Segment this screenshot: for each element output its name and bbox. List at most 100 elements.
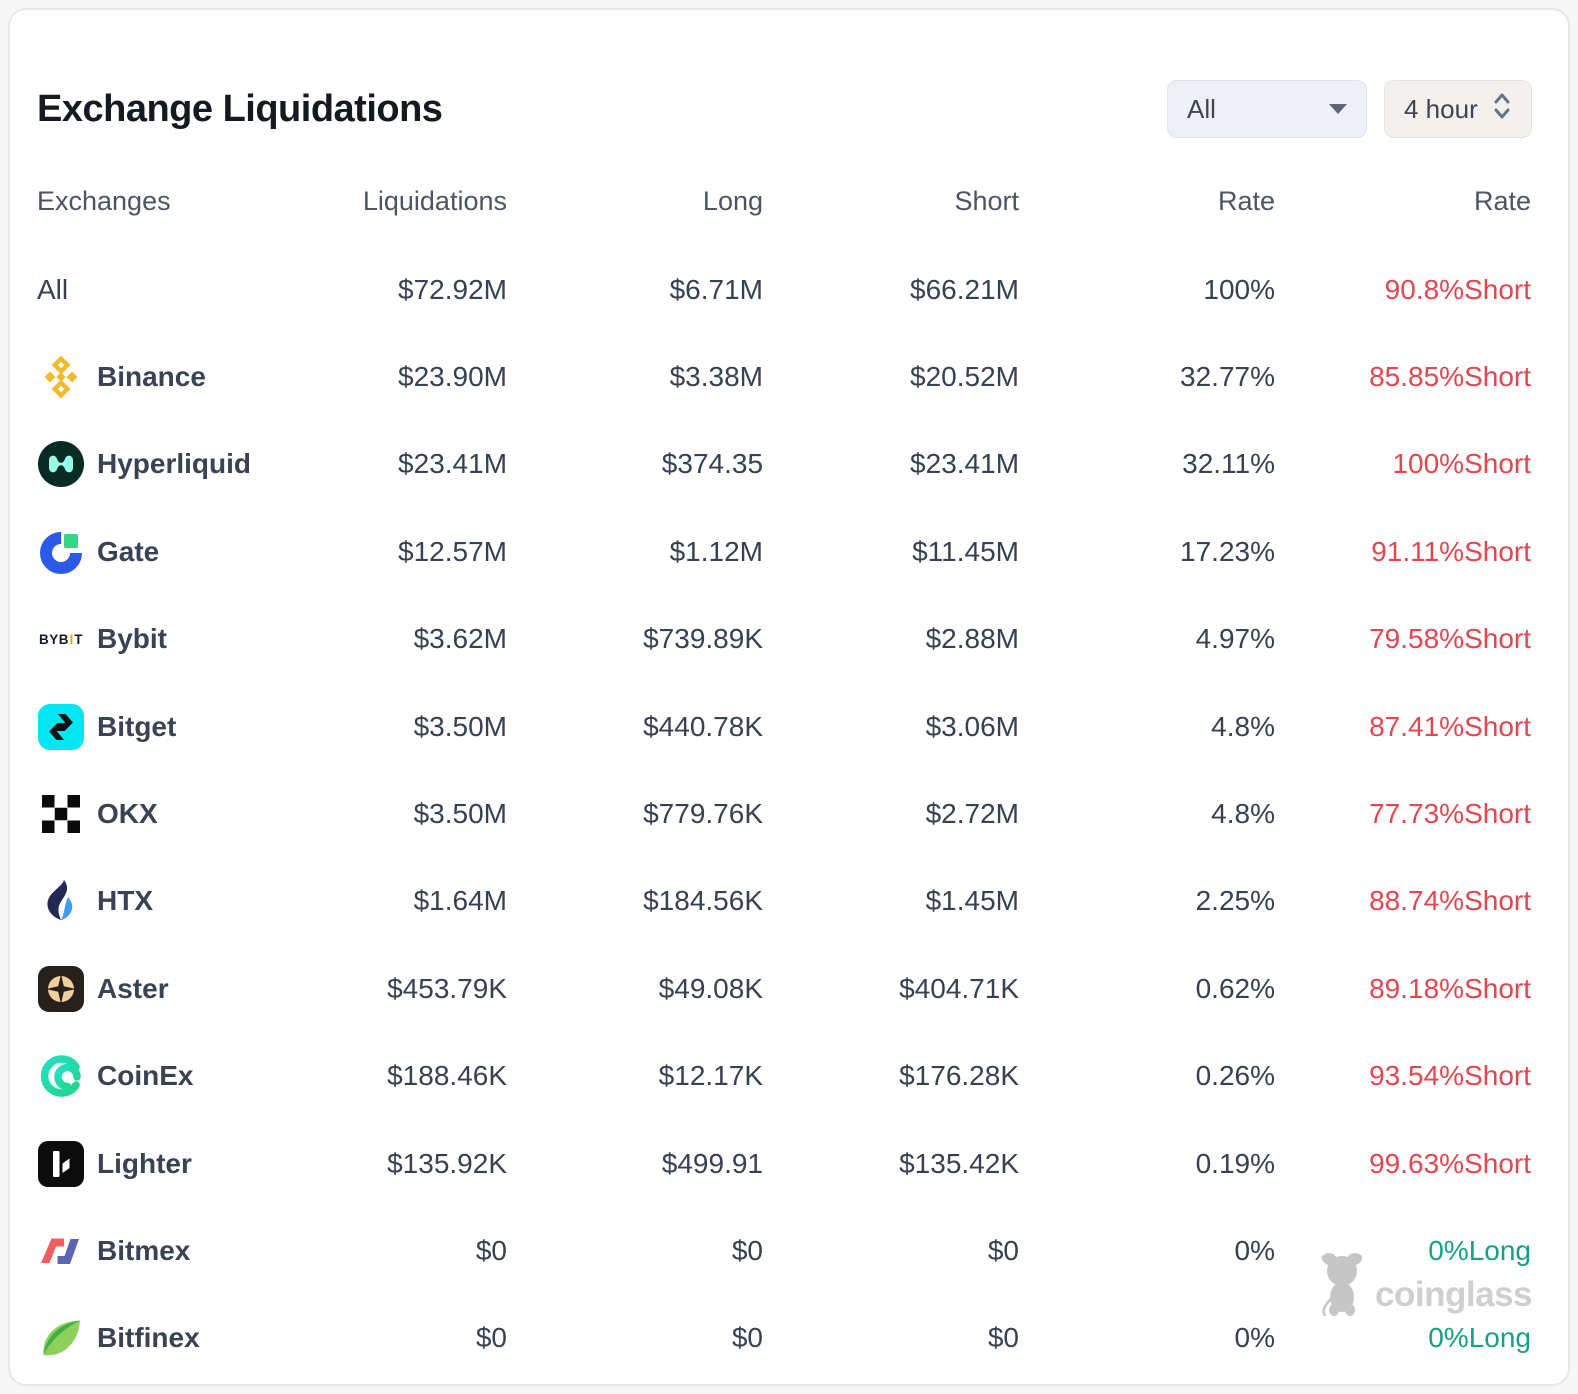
exchange-name: Binance <box>97 361 206 393</box>
exchange-name: CoinEx <box>97 1060 194 1092</box>
liquidations-value: $135.92K <box>387 1147 507 1179</box>
short-value: $404.71K <box>899 972 1019 1004</box>
short-value: $2.88M <box>925 623 1019 655</box>
long-short-rate-value: 0%Long <box>1428 1234 1531 1266</box>
long-short-rate-value: 93.54%Short <box>1369 1060 1531 1092</box>
timeframe-value: 4 hour <box>1404 93 1478 124</box>
symbol-filter-select[interactable]: All <box>1167 80 1367 138</box>
exchange-name: Bybit <box>97 623 167 655</box>
long-short-rate-value: 88.74%Short <box>1369 885 1531 917</box>
rate-value: 0.19% <box>1195 1147 1275 1179</box>
rate-value: 0% <box>1234 1234 1275 1266</box>
exchange-cell: Binance <box>37 353 251 401</box>
exchange-name: HTX <box>97 885 153 917</box>
column-header-rate-2: Rate <box>1473 185 1531 216</box>
short-value: $3.06M <box>925 710 1019 742</box>
exchange-name: Aster <box>97 972 169 1004</box>
table-row[interactable]: HTX $1.64M $184.56K $1.45M 2.25% 88.74%S… <box>37 858 1531 945</box>
lighter-icon <box>37 1140 85 1188</box>
exchange-cell: HTX <box>37 877 251 925</box>
exchange-cell: Bitget <box>37 703 251 751</box>
long-short-rate-value: 99.63%Short <box>1369 1147 1531 1179</box>
up-down-chevron-icon <box>1492 90 1512 129</box>
rate-value: 0% <box>1234 1322 1275 1354</box>
liquidations-value: $453.79K <box>387 972 507 1004</box>
rate-value: 0.26% <box>1195 1060 1275 1092</box>
exchange-cell: Hyperliquid <box>37 440 251 488</box>
hyperliquid-icon <box>37 440 85 488</box>
table-row[interactable]: BYBIT Bybit $3.62M $739.89K $2.88M 4.97%… <box>37 596 1531 683</box>
table-row[interactable]: Bitmex $0 $0 $0 0% 0%Long <box>37 1207 1531 1294</box>
exchange-name: Bitfinex <box>97 1322 200 1354</box>
long-short-rate-value: 79.58%Short <box>1369 623 1531 655</box>
exchange-cell: Gate <box>37 528 251 576</box>
long-value: $3.38M <box>669 361 763 393</box>
table-row[interactable]: OKX $3.50M $779.76K $2.72M 4.8% 77.73%Sh… <box>37 770 1531 857</box>
long-value: $374.35 <box>661 448 764 480</box>
short-value: $1.45M <box>925 885 1019 917</box>
chevron-down-icon <box>1329 104 1347 114</box>
table-row[interactable]: Hyperliquid $23.41M $374.35 $23.41M 32.1… <box>37 421 1531 508</box>
long-value: $779.76K <box>643 798 763 830</box>
exchange-name: Hyperliquid <box>97 448 252 480</box>
short-value: $23.41M <box>910 448 1020 480</box>
rate-value: 4.8% <box>1211 798 1275 830</box>
rate-value: 0.62% <box>1195 972 1275 1004</box>
long-value: $0 <box>731 1234 763 1266</box>
table-row[interactable]: Bitfinex $0 $0 $0 0% 0%Long <box>37 1295 1531 1382</box>
exchange-name: Lighter <box>97 1147 192 1179</box>
short-value: $66.21M <box>910 273 1019 305</box>
liquidations-value: $3.50M <box>413 798 507 830</box>
exchange-cell: Bitmex <box>37 1227 251 1275</box>
short-value: $176.28K <box>899 1060 1019 1092</box>
column-header-rate: Rate <box>1217 185 1275 216</box>
long-short-rate-value: 87.41%Short <box>1369 710 1531 742</box>
liquidations-value: $3.62M <box>413 623 507 655</box>
exchange-name: All <box>37 273 69 305</box>
table-row[interactable]: CoinEx $188.46K $12.17K $176.28K 0.26% 9… <box>37 1033 1531 1120</box>
long-value: $6.71M <box>669 273 763 305</box>
long-value: $499.91 <box>661 1147 763 1179</box>
table-row[interactable]: Gate $12.57M $1.12M $11.45M 17.23% 91.11… <box>37 508 1531 595</box>
table-row[interactable]: Aster $453.79K $49.08K $404.71K 0.62% 89… <box>37 945 1531 1032</box>
bitfinex-icon <box>37 1314 85 1362</box>
table-row[interactable]: Binance $23.90M $3.38M $20.52M 32.77% 85… <box>37 333 1531 420</box>
rate-value: 32.77% <box>1180 361 1275 393</box>
column-header-exchanges: Exchanges <box>37 185 171 216</box>
table-row[interactable]: Lighter $135.92K $499.91 $135.42K 0.19% … <box>37 1120 1531 1207</box>
exchange-cell: OKX <box>37 790 251 838</box>
long-value: $440.78K <box>643 710 763 742</box>
short-value: $2.72M <box>925 798 1019 830</box>
exchange-cell: BYBIT Bybit <box>37 615 251 663</box>
liquidations-table: Exchanges Liquidations Long Short Rate Rate A… <box>10 156 1568 1382</box>
short-value: $0 <box>987 1322 1019 1354</box>
exchange-cell: Aster <box>37 965 251 1013</box>
table-row[interactable]: All $72.92M $6.71M $66.21M 100% 90.8%Sho… <box>37 246 1531 333</box>
table-row[interactable]: Bitget $3.50M $440.78K $3.06M 4.8% 87.41… <box>37 683 1531 770</box>
column-header-long: Long <box>702 185 763 216</box>
long-value: $49.08K <box>658 972 763 1004</box>
long-value: $0 <box>731 1322 763 1354</box>
long-short-rate-value: 77.73%Short <box>1369 798 1531 830</box>
liquidations-value: $188.46K <box>387 1060 507 1092</box>
bitmex-icon <box>37 1227 85 1275</box>
liquidations-value: $3.50M <box>413 710 507 742</box>
long-value: $12.17K <box>658 1060 763 1092</box>
exchange-liquidations-card: Exchange Liquidations All 4 hour Exchang… <box>8 8 1570 1386</box>
liquidations-value: $23.90M <box>398 361 507 393</box>
htx-icon <box>37 877 85 925</box>
rate-value: 17.23% <box>1180 535 1275 567</box>
short-value: $135.42K <box>899 1147 1019 1179</box>
rate-value: 2.25% <box>1195 885 1275 917</box>
table-body: All $72.92M $6.71M $66.21M 100% 90.8%Sho… <box>37 246 1531 1382</box>
long-short-rate-value: 100%Short <box>1392 448 1532 480</box>
aster-icon <box>37 965 85 1013</box>
exchange-cell: Lighter <box>37 1140 251 1188</box>
long-short-rate-value: 85.85%Short <box>1369 361 1531 393</box>
timeframe-select[interactable]: 4 hour <box>1384 80 1532 138</box>
rate-value: 100% <box>1203 273 1275 305</box>
liquidations-value: $0 <box>475 1234 507 1266</box>
exchange-cell: All <box>37 274 251 306</box>
gate-icon <box>37 528 85 576</box>
liquidations-value: $1.64M <box>413 885 507 917</box>
